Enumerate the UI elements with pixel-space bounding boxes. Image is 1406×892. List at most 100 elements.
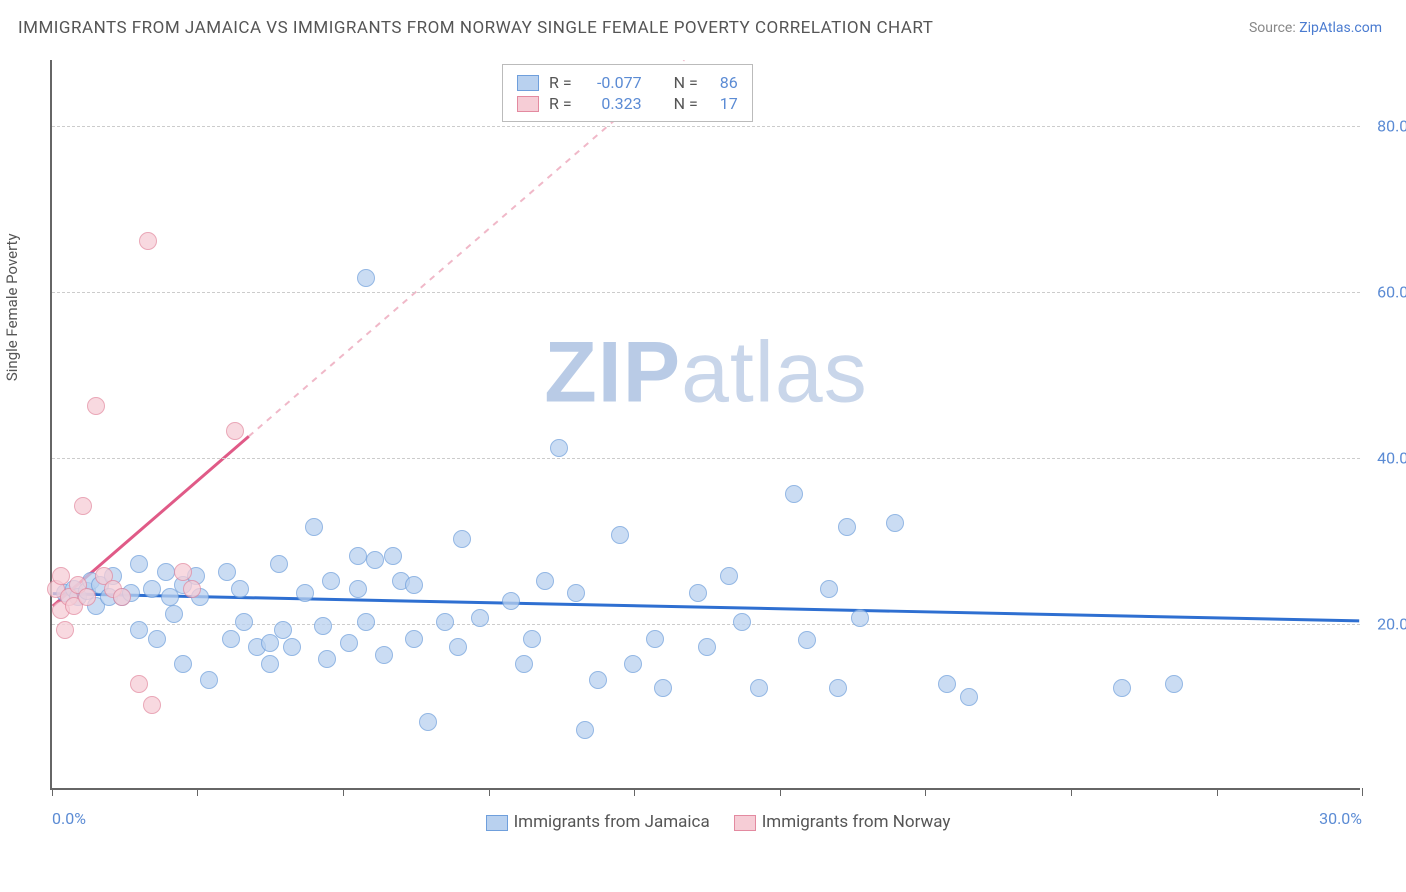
legend-label: Immigrants from Jamaica <box>514 812 710 832</box>
n-label: N = <box>674 94 698 113</box>
data-point <box>698 638 716 656</box>
data-point <box>829 679 847 697</box>
data-point <box>785 485 803 503</box>
data-point <box>567 584 585 602</box>
data-point <box>305 518 323 536</box>
legend-label: Immigrants from Norway <box>762 812 951 832</box>
legend-swatch <box>486 815 508 831</box>
data-point <box>183 580 201 598</box>
gridline <box>52 126 1360 127</box>
data-point <box>349 580 367 598</box>
data-point <box>820 580 838 598</box>
data-point <box>174 563 192 581</box>
data-point <box>366 551 384 569</box>
data-point <box>340 634 358 652</box>
data-point <box>838 518 856 536</box>
data-point <box>139 232 157 250</box>
data-point <box>646 630 664 648</box>
data-point <box>536 572 554 590</box>
data-point <box>654 679 672 697</box>
legend-swatch <box>517 75 539 91</box>
x-tick-mark <box>1071 788 1072 796</box>
series-legend: Immigrants from Jamaica Immigrants from N… <box>52 812 1360 832</box>
data-point <box>52 567 70 585</box>
data-point <box>231 580 249 598</box>
data-point <box>143 580 161 598</box>
data-point <box>502 592 520 610</box>
data-point <box>733 613 751 631</box>
data-point <box>349 547 367 565</box>
watermark: ZIPatlas <box>544 324 867 423</box>
x-tick-mark <box>780 788 781 796</box>
r-label: R = <box>549 73 572 92</box>
data-point <box>576 721 594 739</box>
data-point <box>375 646 393 664</box>
data-point <box>322 572 340 590</box>
x-tick-mark <box>1362 788 1363 796</box>
trend-lines <box>52 60 1360 788</box>
data-point <box>157 563 175 581</box>
x-tick-label: 0.0% <box>52 809 86 828</box>
data-point <box>384 547 402 565</box>
source-attribution: Source: ZipAtlas.com <box>1249 20 1382 36</box>
data-point <box>750 679 768 697</box>
source-link[interactable]: ZipAtlas.com <box>1299 20 1382 36</box>
data-point <box>296 584 314 602</box>
y-tick-label: 40.0% <box>1377 449 1406 468</box>
data-point <box>419 713 437 731</box>
data-point <box>130 675 148 693</box>
watermark-bold: ZIP <box>544 325 681 421</box>
x-tick-mark <box>197 788 198 796</box>
data-point <box>174 655 192 673</box>
x-tick-mark <box>634 788 635 796</box>
data-point <box>87 397 105 415</box>
data-point <box>143 696 161 714</box>
data-point <box>218 563 236 581</box>
data-point <box>283 638 301 656</box>
data-point <box>550 439 568 457</box>
data-point <box>130 621 148 639</box>
source-prefix: Source: <box>1249 20 1299 36</box>
data-point <box>1113 679 1131 697</box>
data-point <box>515 655 533 673</box>
y-tick-label: 20.0% <box>1377 615 1406 634</box>
data-point <box>200 671 218 689</box>
data-point <box>357 269 375 287</box>
data-point <box>471 609 489 627</box>
data-point <box>113 588 131 606</box>
x-tick-mark <box>343 788 344 796</box>
data-point <box>56 621 74 639</box>
data-point <box>689 584 707 602</box>
legend-swatch <box>517 96 539 112</box>
data-point <box>405 576 423 594</box>
data-point <box>589 671 607 689</box>
data-point <box>1165 675 1183 693</box>
data-point <box>318 650 336 668</box>
scatter-plot: ZIPatlas R =-0.077N =86R =0.323N =17 Imm… <box>50 60 1360 790</box>
gridline <box>52 458 1360 459</box>
legend-row: R =-0.077N =86 <box>517 73 738 92</box>
y-tick-label: 80.0% <box>1377 117 1406 136</box>
data-point <box>851 609 869 627</box>
data-point <box>436 613 454 631</box>
x-tick-mark <box>489 788 490 796</box>
data-point <box>165 605 183 623</box>
x-tick-mark <box>52 788 53 796</box>
x-tick-mark <box>1217 788 1218 796</box>
r-label: R = <box>549 94 572 113</box>
data-point <box>78 588 96 606</box>
data-point <box>453 530 471 548</box>
r-value: -0.077 <box>582 73 642 92</box>
y-axis-label: Single Female Poverty <box>3 233 21 381</box>
data-point <box>148 630 166 648</box>
chart-title: IMMIGRANTS FROM JAMAICA VS IMMIGRANTS FR… <box>18 18 933 38</box>
legend-swatch <box>734 815 756 831</box>
data-point <box>624 655 642 673</box>
data-point <box>130 555 148 573</box>
n-value: 17 <box>708 94 738 113</box>
correlation-legend: R =-0.077N =86R =0.323N =17 <box>502 64 753 122</box>
data-point <box>938 675 956 693</box>
data-point <box>357 613 375 631</box>
x-tick-mark <box>925 788 926 796</box>
data-point <box>611 526 629 544</box>
